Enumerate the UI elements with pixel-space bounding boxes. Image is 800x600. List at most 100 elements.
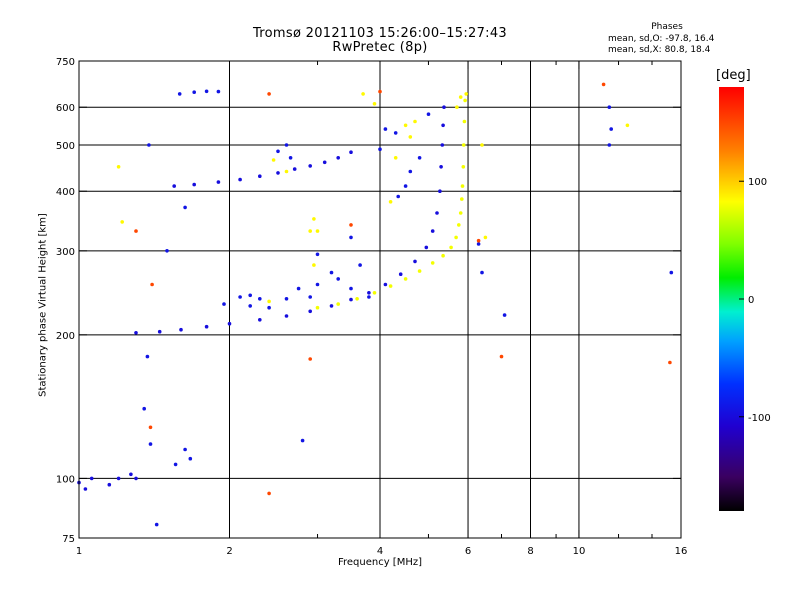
- data-point: [601, 82, 606, 87]
- data-point: [349, 235, 353, 240]
- data-point: [607, 143, 612, 147]
- data-point: [461, 143, 466, 147]
- data-point: [336, 277, 341, 281]
- data-point: [284, 314, 289, 318]
- data-point: [358, 263, 362, 267]
- data-point: [438, 189, 442, 193]
- data-point: [668, 360, 672, 365]
- data-point: [83, 487, 88, 491]
- data-point: [426, 112, 431, 116]
- data-points: [77, 82, 674, 527]
- data-point: [284, 169, 289, 174]
- data-point: [192, 182, 196, 187]
- data-point: [499, 354, 504, 359]
- data-point: [315, 305, 320, 310]
- data-point: [322, 160, 327, 165]
- data-point: [408, 135, 413, 139]
- data-point: [413, 119, 417, 124]
- data-point: [417, 269, 422, 273]
- data-point: [455, 105, 459, 109]
- data-point: [439, 165, 443, 169]
- data-point: [238, 177, 242, 182]
- data-point: [349, 223, 353, 227]
- data-point: [308, 357, 313, 361]
- y-tick-label: 600: [56, 103, 75, 114]
- data-point: [460, 197, 464, 201]
- y-tick-label: 750: [56, 57, 75, 68]
- data-point: [292, 167, 297, 171]
- data-point: [454, 235, 458, 240]
- data-point: [177, 92, 182, 96]
- data-point: [393, 131, 398, 135]
- data-point: [165, 249, 169, 253]
- data-point: [267, 92, 271, 96]
- data-point: [204, 324, 209, 329]
- x-tick-label: 4: [377, 546, 383, 557]
- data-point: [461, 165, 466, 169]
- x-axis-label: Frequency [MHz]: [337, 557, 423, 568]
- data-point: [308, 229, 313, 233]
- data-point: [267, 305, 271, 310]
- data-point: [271, 158, 276, 162]
- data-point: [173, 462, 178, 467]
- data-point: [367, 291, 371, 295]
- data-point: [258, 297, 262, 301]
- data-point: [458, 95, 463, 99]
- colorbar-tick-label: 100: [748, 177, 767, 188]
- data-point: [227, 321, 232, 326]
- data-point: [222, 302, 226, 306]
- data-point: [147, 143, 151, 147]
- data-point: [89, 476, 94, 481]
- x-tick-label: 2: [226, 546, 232, 557]
- data-point: [308, 164, 313, 168]
- data-point: [398, 272, 403, 277]
- y-tick-label: 300: [56, 247, 75, 258]
- data-point: [408, 169, 413, 174]
- data-point: [145, 354, 150, 359]
- data-point: [403, 277, 408, 281]
- data-point: [480, 270, 484, 275]
- data-point: [188, 456, 193, 461]
- data-point: [393, 156, 398, 160]
- data-point: [238, 295, 242, 299]
- data-point: [476, 238, 481, 243]
- y-axis-label: Stationary phase Virtual Height [km]: [37, 213, 49, 397]
- data-point: [607, 105, 612, 109]
- data-point: [107, 482, 112, 487]
- data-point: [134, 476, 138, 481]
- phases-title: Phases: [651, 22, 683, 32]
- data-point: [308, 309, 313, 314]
- phases-o-stats: mean, sd,O: -97.8, 16.4: [608, 34, 715, 44]
- data-point: [442, 105, 446, 109]
- data-point: [276, 149, 280, 154]
- data-point: [502, 313, 507, 317]
- y-tick-label: 75: [62, 534, 75, 545]
- data-point: [430, 261, 435, 265]
- data-point: [258, 174, 262, 178]
- data-point: [204, 89, 209, 94]
- data-point: [300, 438, 305, 443]
- data-point: [329, 270, 334, 275]
- data-point: [413, 259, 417, 264]
- data-point: [669, 270, 674, 275]
- data-point: [361, 92, 365, 96]
- data-point: [430, 229, 435, 233]
- y-axis: 75 100 200 300 400 500 600 750: [56, 57, 681, 545]
- y-tick-label: 400: [56, 187, 75, 198]
- data-point: [378, 147, 382, 151]
- data-point: [120, 220, 124, 224]
- data-point: [157, 329, 162, 334]
- data-point: [378, 89, 382, 94]
- data-point: [396, 194, 401, 199]
- data-point: [192, 90, 196, 94]
- data-point: [258, 318, 262, 322]
- x-tick-label: 10: [573, 546, 586, 557]
- data-point: [349, 297, 353, 302]
- data-point: [372, 291, 377, 295]
- x-tick-label: 16: [675, 546, 688, 557]
- data-point: [388, 200, 393, 204]
- colorbar-tick-label: 0: [748, 295, 754, 306]
- data-point: [367, 295, 371, 299]
- data-point: [417, 156, 422, 160]
- data-point: [462, 119, 467, 124]
